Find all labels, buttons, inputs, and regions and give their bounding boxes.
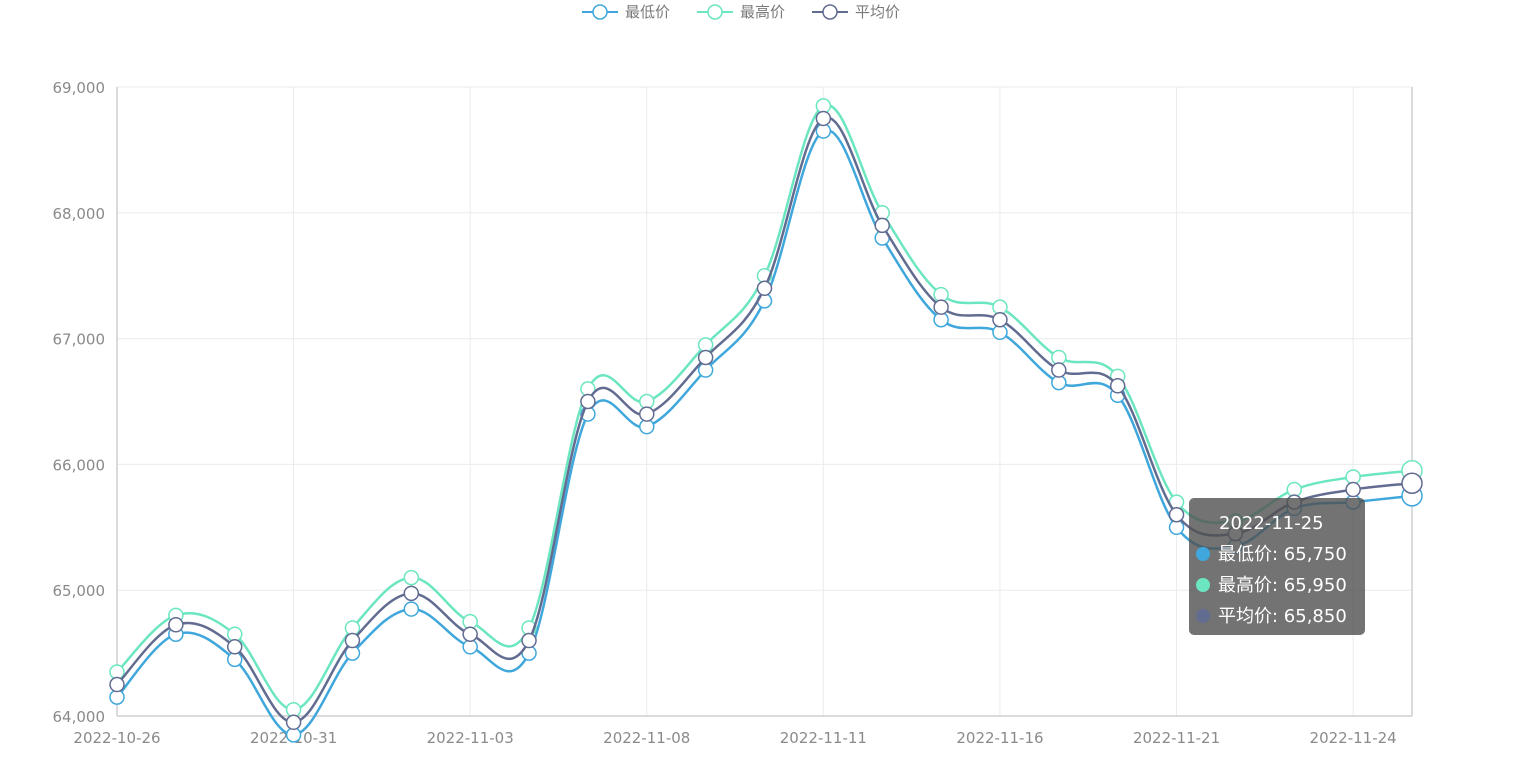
y-tick-label: 65,000: [53, 582, 106, 600]
data-point: [1051, 362, 1067, 378]
tooltip-row: 最高价: 65,950: [1218, 575, 1347, 596]
y-tick-label: 64,000: [53, 708, 106, 726]
data-point: [815, 110, 832, 127]
series-2: [109, 110, 1423, 731]
data-point: [1345, 481, 1361, 498]
data-point: [344, 632, 361, 649]
x-tick-label: 2022-11-24: [1310, 729, 1397, 747]
axes: 64,000 65,000 66,000 67,000 68,000 69,000 2022…: [53, 79, 1413, 747]
tooltip: 2022-11-25 最低价: 65,750 最高价: 65,950 平均价: 65,…: [1189, 498, 1365, 635]
tooltip-title: 2022-11-25: [1219, 513, 1324, 534]
y-tick-label: 67,000: [53, 331, 106, 349]
legend-item: 平均价: [812, 3, 900, 21]
legend-label: 最高价: [740, 3, 785, 21]
x-tick-label: 2022-11-16: [956, 729, 1043, 747]
legend-label: 平均价: [855, 3, 900, 21]
data-point: [403, 601, 420, 617]
data-point: [697, 349, 714, 366]
data-point: [109, 676, 125, 693]
y-tick-label: 69,000: [53, 79, 106, 97]
data-point: [226, 639, 243, 655]
data-point: [756, 280, 773, 297]
series-line: [116, 128, 1413, 737]
tooltip-box: [1189, 498, 1365, 635]
data-point: [462, 626, 478, 642]
y-tick-label: 66,000: [53, 456, 106, 474]
legend-item: 最高价: [697, 3, 785, 21]
data-point: [933, 299, 949, 315]
data-point: [580, 393, 596, 410]
data-point: [403, 569, 420, 586]
x-tick-label: 2022-10-26: [73, 729, 160, 747]
data-point: [168, 617, 184, 633]
data-point: [1109, 378, 1126, 394]
series-line: [116, 103, 1413, 711]
data-point: [1168, 506, 1185, 523]
x-tick-label: 2022-11-03: [427, 729, 514, 747]
tooltip-marker: [1196, 609, 1210, 623]
legend-item: 最低价: [582, 3, 670, 21]
legend-marker: [707, 4, 723, 20]
data-point: [639, 406, 655, 422]
tooltip-marker: [1196, 547, 1210, 561]
data-point: [874, 217, 890, 234]
tooltip-row: 平均价: 65,850: [1218, 606, 1347, 627]
x-tick-label: 2022-11-21: [1133, 729, 1220, 747]
legend-marker: [592, 4, 608, 20]
legend-label: 最低价: [625, 3, 670, 21]
series-line: [116, 116, 1413, 724]
series-0: [109, 123, 1423, 743]
x-tick-label: 2022-11-11: [780, 729, 867, 747]
tooltip-marker: [1196, 578, 1210, 592]
data-point: [521, 632, 537, 649]
x-tick-label: 2022-11-08: [603, 729, 690, 747]
data-point: [1401, 472, 1423, 495]
data-point: [992, 311, 1008, 328]
tooltip-row: 最低价: 65,750: [1218, 544, 1347, 565]
data-point: [285, 714, 302, 731]
legend: 最低价 最高价 平均价: [582, 3, 900, 21]
series-group: [109, 98, 1423, 743]
legend-marker: [822, 4, 838, 20]
y-tick-label: 68,000: [53, 205, 106, 223]
data-point: [403, 585, 420, 602]
